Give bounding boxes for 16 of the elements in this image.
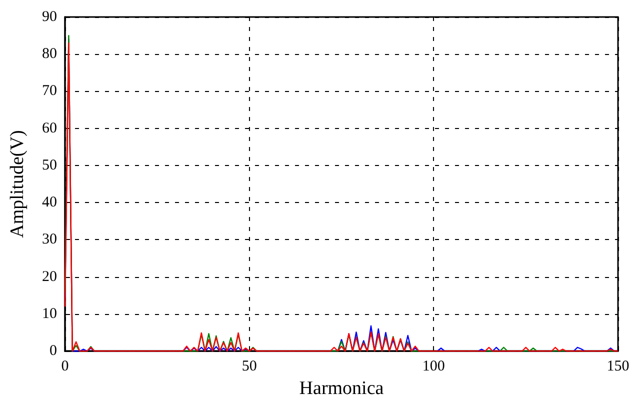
y-tick-label: 90 (42, 9, 57, 25)
x-tick-label: 100 (422, 358, 445, 375)
y-tick-label: 20 (42, 268, 57, 285)
y-tick-label: 80 (42, 46, 57, 62)
y-tick-label: 60 (42, 120, 57, 136)
x-tick-label: 150 (606, 358, 630, 375)
y-tick-label: 30 (42, 232, 57, 248)
y-tick-label: 50 (42, 157, 57, 174)
y-tick-label: 40 (42, 194, 57, 211)
y-tick-label: 10 (42, 306, 57, 322)
y-tick-label: 0 (50, 343, 57, 360)
y-axis-title: Amplitude(V) (7, 130, 28, 238)
y-tick-label: 70 (42, 83, 57, 100)
x-tick-label: 0 (61, 358, 69, 375)
x-tick-label: 50 (242, 358, 257, 375)
x-axis-title: Harmonica (299, 378, 384, 399)
